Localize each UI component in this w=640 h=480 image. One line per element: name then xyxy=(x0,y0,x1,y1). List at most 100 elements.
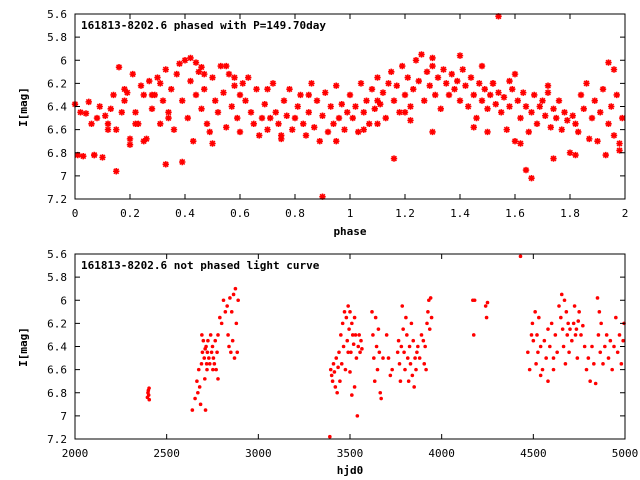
data-point xyxy=(208,333,213,337)
data-point xyxy=(126,141,134,148)
light-curve-y-tick-label: 6 xyxy=(60,294,67,307)
data-point xyxy=(121,97,128,104)
data-point xyxy=(462,82,469,89)
data-point xyxy=(384,333,389,337)
data-point xyxy=(612,344,616,349)
data-point xyxy=(619,362,624,366)
data-point xyxy=(397,362,402,366)
data-point xyxy=(396,338,401,343)
data-point xyxy=(231,74,238,81)
data-point xyxy=(617,333,622,337)
data-point xyxy=(467,74,475,81)
data-point xyxy=(481,85,488,93)
data-point xyxy=(621,338,625,343)
data-point xyxy=(96,103,103,110)
data-point xyxy=(414,367,418,372)
data-point xyxy=(99,154,106,161)
data-point xyxy=(577,91,585,99)
phased-y-tick-label: 6.8 xyxy=(47,147,67,160)
data-point xyxy=(204,362,209,366)
data-point xyxy=(531,338,536,343)
data-point xyxy=(377,350,382,355)
light-curve-y-tick-label: 7 xyxy=(60,410,67,423)
data-point xyxy=(422,362,427,366)
data-point xyxy=(619,114,626,122)
data-point xyxy=(590,344,594,349)
data-point xyxy=(214,367,218,372)
data-point xyxy=(569,112,576,119)
data-point xyxy=(216,377,220,381)
data-point xyxy=(324,128,332,136)
data-point xyxy=(599,85,607,93)
data-point xyxy=(484,315,489,320)
data-point xyxy=(485,300,490,305)
data-point xyxy=(329,373,334,378)
data-point xyxy=(616,140,623,147)
data-point xyxy=(412,57,420,64)
data-point xyxy=(531,91,538,99)
data-point xyxy=(113,168,120,175)
data-point xyxy=(544,89,552,96)
data-point xyxy=(549,321,554,326)
data-point xyxy=(195,68,202,76)
data-point xyxy=(528,174,535,182)
data-point xyxy=(476,80,483,87)
data-point xyxy=(428,296,433,300)
data-point xyxy=(533,310,537,314)
data-point xyxy=(528,109,535,116)
data-point xyxy=(190,137,197,145)
data-point xyxy=(410,85,417,93)
data-point xyxy=(557,304,561,308)
data-point xyxy=(597,310,602,314)
data-point xyxy=(506,103,513,110)
data-point xyxy=(350,333,355,337)
data-point xyxy=(398,379,403,383)
data-point xyxy=(311,124,318,131)
data-point xyxy=(85,98,92,106)
phased-ticks: 0 0.2 0.4 0.6 0.8 1 1.2 1.4 1.6 1.8 2 5.6 5.8 6 6.2 6.4… xyxy=(47,8,628,220)
data-point xyxy=(278,132,285,139)
data-point xyxy=(201,70,208,78)
data-point xyxy=(565,333,570,337)
data-point xyxy=(348,370,352,374)
data-point xyxy=(216,333,220,337)
data-point xyxy=(399,62,406,70)
data-point xyxy=(575,356,580,360)
data-point xyxy=(427,327,432,331)
phased-x-tick-label: 0 xyxy=(72,207,79,220)
data-point xyxy=(297,91,304,99)
data-point xyxy=(379,89,387,96)
phased-y-axis-label: I[mag] xyxy=(17,87,30,127)
data-point xyxy=(471,333,476,337)
data-point xyxy=(604,333,609,337)
data-point xyxy=(429,315,434,320)
data-point xyxy=(203,377,207,381)
data-point xyxy=(432,91,439,99)
data-point xyxy=(404,74,411,81)
data-point xyxy=(280,97,288,104)
data-point xyxy=(381,356,385,360)
data-point xyxy=(159,97,167,104)
data-point xyxy=(551,356,556,360)
data-point xyxy=(147,397,152,402)
data-point xyxy=(162,66,169,73)
light-curve-y-tick-label: 7.2 xyxy=(47,433,67,446)
data-point xyxy=(573,333,578,337)
data-point xyxy=(218,315,222,320)
data-point xyxy=(196,367,201,372)
data-point xyxy=(409,321,414,326)
data-point xyxy=(598,350,603,355)
data-point xyxy=(212,97,219,104)
light-curve-y-tick-label: 6.2 xyxy=(47,317,67,330)
data-point xyxy=(197,385,202,389)
data-point xyxy=(426,310,430,314)
data-point xyxy=(371,333,375,337)
data-point xyxy=(385,80,392,87)
data-point xyxy=(525,128,532,136)
phased-y-tick-label: 6.4 xyxy=(47,101,67,114)
data-point xyxy=(104,120,112,128)
data-point xyxy=(483,304,488,308)
data-point xyxy=(570,338,574,343)
data-point xyxy=(335,390,339,395)
data-point xyxy=(614,315,618,320)
